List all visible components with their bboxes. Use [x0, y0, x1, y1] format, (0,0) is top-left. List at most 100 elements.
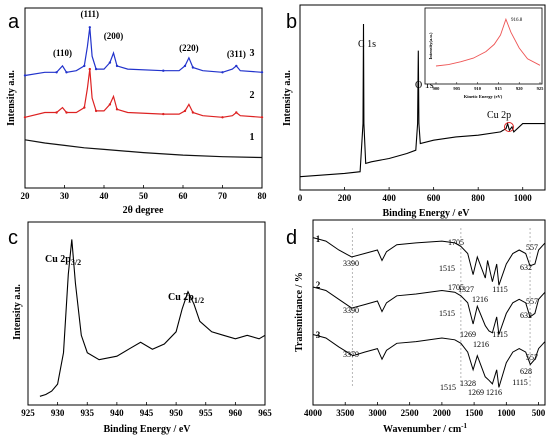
panel-b-inset-y-label: Intensity(a.u.) [428, 32, 433, 60]
panel-a-series-2 [24, 69, 263, 118]
panel-a-point [115, 108, 119, 111]
panel-c-x-tick-label: 930 [51, 408, 65, 418]
panel-a: 20 30 40 50 60 70 80 (110) (111) (200) (220) (311)… [6, 7, 267, 216]
panel-c: 925 930 935 940 945 950 955 960 965 Cu 2p3/2 Cu … [12, 221, 272, 435]
panel-d-x-tick-label: 2000 [433, 408, 452, 418]
panel-a-point [183, 109, 187, 113]
panel-d-peak-label: 1328 [460, 379, 476, 388]
panel-a-point [65, 111, 68, 114]
panel-a-point [94, 67, 98, 71]
panel-b-x-tick-label: 200 [338, 193, 352, 203]
panel-d-peak-label: 557 [526, 353, 538, 362]
panel-a-point [235, 64, 238, 68]
panel-a-frame [24, 7, 263, 189]
panel-a-point [162, 69, 165, 72]
panel-a-peak-label: (111) [81, 9, 100, 19]
panel-c-x-ticks: 925 930 935 940 945 950 955 960 965 [21, 402, 272, 418]
panel-b-inset-x-tick-label: 915 [495, 86, 503, 91]
panel-a-x-label: 2θ degree [123, 205, 164, 216]
panel-d-peak-label: 1515 [439, 264, 455, 273]
panel-a-point [83, 64, 86, 68]
panel-a-series [23, 26, 264, 159]
panel-d-series-label: 3 [316, 330, 321, 340]
panel-b-y-label: Intensity a.u. [282, 70, 293, 126]
panel-a-x-tick-label: 60 [179, 191, 189, 201]
panel-d-x-tick-label: 4000 [304, 408, 323, 418]
panel-b-annotation-cu2p: Cu 2p [487, 110, 511, 121]
panel-a-peak-label: (200) [104, 31, 124, 41]
panel-a-annotations: (110) (111) (200) (220) (311) [53, 9, 246, 59]
panel-d-series [312, 237, 546, 388]
panel-b-inset-x-tick-label: 925 [537, 86, 545, 91]
panel-letter-a: a [8, 11, 20, 33]
panel-a-peak-label: (110) [53, 48, 72, 58]
panel-a-point [235, 111, 238, 114]
panel-d-peak-label: 1269 [468, 388, 484, 397]
panel-a-x-tick-label: 70 [218, 191, 228, 201]
panel-a-point [65, 71, 68, 74]
panel-d-peak-label: 557 [526, 243, 538, 252]
panel-d-frame [312, 219, 546, 406]
panel-a-x-tick-label: 40 [100, 191, 110, 201]
panel-a-x-tick-label: 20 [21, 191, 31, 201]
panel-d-peak-label: 1705 [448, 238, 464, 247]
panel-d-x-ticks: 4000 3500 3000 2500 2000 1500 1000 500 [304, 402, 546, 418]
panel-d-x-tick-label: 3500 [336, 408, 355, 418]
panel-c-annotation-cu2p32: Cu 2p3/2 [45, 254, 81, 267]
panel-d-peak-label: 1115 [492, 330, 507, 339]
panel-a-series-3 [24, 27, 263, 77]
panel-d-x-tick-label: 3000 [368, 408, 387, 418]
panel-d-peak-label: 1705 [448, 283, 464, 292]
panel-b-inset-x-tick-label: 920 [516, 86, 524, 91]
panel-d-x-label-main: Wavenumber / cm [383, 424, 462, 435]
panel-c-x-tick-label: 955 [199, 408, 213, 418]
panel-c-x-tick-label: 925 [21, 408, 35, 418]
panel-c-x-tick-label: 940 [110, 408, 124, 418]
panel-d-x-tick-label: 1500 [465, 408, 484, 418]
panel-b-x-tick-label: 600 [427, 193, 441, 203]
panel-d-series-3 [312, 334, 546, 388]
panel-c-y-label: Intensity a.u. [12, 284, 23, 340]
panel-c-annotation-cu2p32-main: Cu 2p [45, 254, 71, 265]
panel-a-peak-label: (311) [227, 49, 246, 59]
panel-a-point [183, 64, 187, 68]
panel-d-x-label: Wavenumber / cm-1 [383, 422, 467, 435]
panel-c-frame [27, 221, 266, 406]
panel-c-x-label: Binding Energy / eV [104, 424, 192, 435]
panel-c-annotation-cu2p12-sub: 1/2 [194, 296, 204, 305]
panel-d-series-labels: 1 2 3 [316, 234, 321, 340]
panel-a-series-labels: 3 2 1 [250, 48, 255, 143]
panel-b-spectrum [299, 23, 545, 178]
panel-a-peak-label: (220) [179, 43, 199, 53]
panel-b-x-tick-label: 0 [298, 193, 303, 203]
panel-a-point [260, 116, 264, 119]
panel-a-point [115, 64, 119, 68]
panel-d-peak-label: 1269 [460, 330, 476, 339]
panel-a-point [23, 74, 27, 77]
panel-d-series-label: 2 [316, 280, 321, 290]
panel-b-cu2p-marker [504, 122, 514, 132]
panel-a-point [191, 111, 195, 114]
panel-a-y-label: Intensity a.u. [6, 70, 17, 126]
panel-c-x-tick-label: 965 [258, 408, 272, 418]
panel-a-point [108, 61, 112, 64]
panel-d-peak-label: 632 [520, 263, 532, 272]
panel-b-x-tick-label: 400 [382, 193, 396, 203]
panel-letter-d: d [286, 227, 297, 249]
panel-letter-c: c [8, 227, 18, 249]
panel-d-peak-label: 1216 [473, 340, 489, 349]
panel-d-series-2 [312, 286, 546, 335]
panel-c-x-tick-label: 935 [81, 408, 95, 418]
panel-a-point [108, 103, 112, 106]
panel-d-peak-label: 1515 [440, 383, 456, 392]
panel-b-inset-x-ticks: 900 905 910 915 920 925 [433, 82, 545, 91]
panel-a-series-1 [24, 139, 263, 159]
panel-b-x-label: Binding Energy / eV [383, 208, 471, 219]
panel-d-series-label: 1 [316, 234, 321, 244]
panel-c-series [39, 239, 266, 397]
panel-b-frame [299, 4, 546, 191]
panel-b-x-tick-label: 800 [471, 193, 485, 203]
panel-d-peak-label: 3379 [343, 350, 359, 359]
panel-d-peak-label: 1216 [486, 388, 502, 397]
